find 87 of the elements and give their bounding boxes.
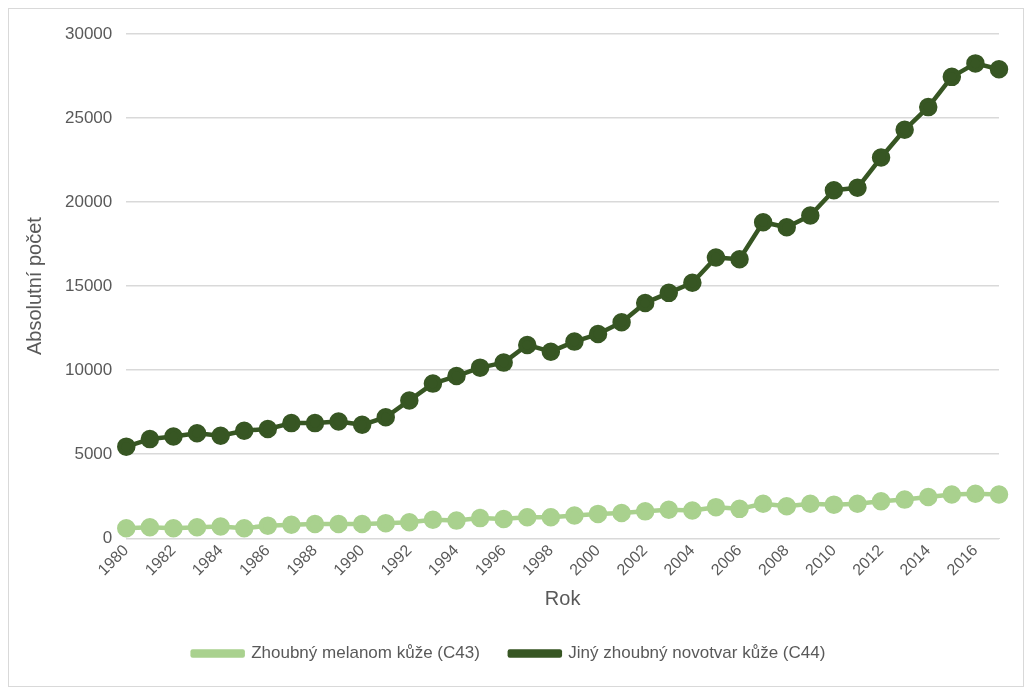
y-tick-label: 15000 [64, 275, 113, 295]
point [211, 426, 230, 445]
point [895, 490, 914, 509]
y-tick-label: 5000 [74, 443, 113, 463]
point [683, 273, 702, 293]
point [871, 148, 891, 167]
point [565, 332, 584, 351]
point [871, 492, 891, 511]
point [447, 366, 466, 386]
point [211, 517, 230, 536]
point [942, 67, 962, 87]
point [730, 499, 749, 519]
point [117, 437, 136, 456]
point [989, 60, 1009, 79]
point [683, 501, 702, 520]
point [494, 353, 513, 372]
point [234, 518, 254, 538]
point [352, 514, 372, 534]
y-tick-label: 20000 [64, 191, 113, 211]
point [659, 283, 679, 303]
point [918, 487, 938, 507]
point [423, 510, 443, 530]
point [989, 485, 1009, 504]
point [470, 508, 490, 528]
point [470, 358, 490, 377]
point [164, 427, 183, 446]
point [187, 518, 207, 537]
point [282, 413, 301, 433]
point [494, 509, 513, 529]
point [447, 511, 466, 530]
y-axis-title: Absolutní počet [22, 216, 45, 356]
point [588, 504, 608, 524]
point [140, 429, 160, 449]
point [966, 54, 985, 73]
point [918, 97, 938, 117]
point [376, 513, 395, 533]
point [329, 412, 348, 431]
point [234, 421, 254, 440]
point [753, 213, 773, 232]
point [848, 494, 867, 514]
point [400, 513, 419, 532]
point [801, 494, 820, 514]
point [117, 518, 136, 538]
point [848, 178, 867, 198]
point [352, 415, 372, 435]
point [612, 503, 631, 523]
point [824, 181, 844, 200]
point [329, 514, 348, 534]
point [706, 248, 726, 267]
point [541, 507, 561, 527]
point [730, 249, 749, 269]
point [635, 293, 655, 313]
point [942, 485, 962, 504]
point [305, 413, 325, 433]
point [659, 500, 679, 519]
point [588, 324, 608, 344]
point [635, 502, 655, 521]
point [541, 342, 561, 361]
point [400, 391, 419, 410]
point [140, 518, 160, 537]
y-tick-label: 0 [102, 527, 113, 547]
point [777, 497, 796, 516]
point [305, 514, 325, 534]
point [777, 218, 796, 237]
y-tick-label: 30000 [64, 23, 113, 43]
legend-label: Zhoubný melanom kůže (C43) [251, 643, 480, 663]
y-tick-label: 25000 [64, 107, 113, 127]
point [258, 419, 278, 439]
point [164, 518, 183, 538]
x-axis-title: Rok [544, 586, 582, 609]
point [824, 495, 844, 514]
point [801, 206, 820, 225]
point [753, 494, 773, 514]
point [376, 407, 395, 427]
point [518, 507, 537, 527]
point [895, 120, 914, 140]
point [282, 515, 301, 535]
legend-label: Jiný zhoubný novotvar kůže (C44) [568, 643, 826, 663]
point [966, 484, 985, 503]
point [423, 374, 443, 393]
point [518, 335, 537, 355]
point [258, 516, 278, 535]
y-tick-label: 10000 [64, 359, 113, 379]
point [565, 506, 584, 525]
point [612, 313, 631, 332]
point [187, 423, 207, 443]
point [706, 497, 726, 517]
